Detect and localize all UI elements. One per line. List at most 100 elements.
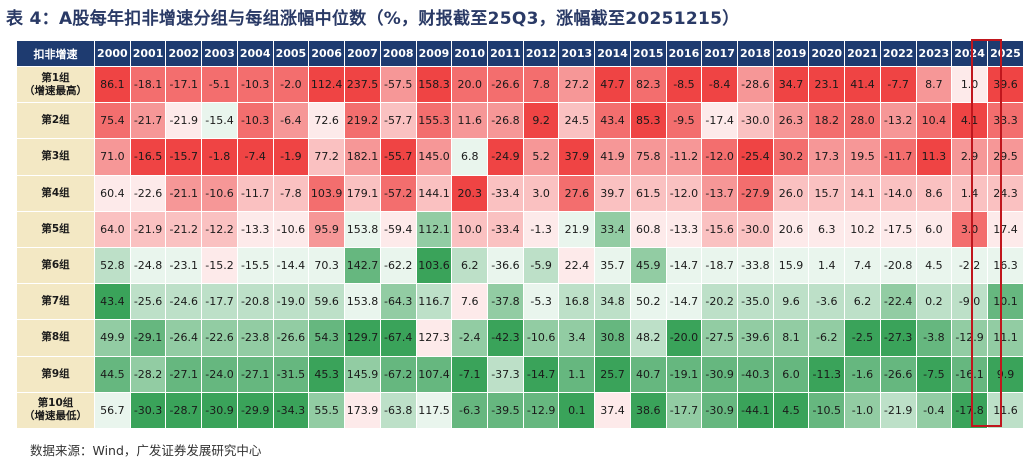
value-cell: -2.4 [451,319,489,357]
value-cell: -7.1 [451,355,489,393]
value-cell: 0.2 [915,283,953,321]
value-cell: -40.3 [737,355,774,393]
value-cell: -30.0 [737,102,774,140]
value-cell: -16.1 [951,355,988,393]
table-row: 第9组 44.5 -28.2 -27.1 -24.0 -27.1 -31.5 45.3 145.… [15,355,1024,393]
value-cell: -7.7 [879,65,917,104]
year-header-2005: 2005 [272,40,310,67]
table-row: 第6组 52.8 -24.8 -23.1 -15.2 -15.5 -14.4 70.3 142.… [15,246,1024,285]
group-label-line: 第1组 [41,71,70,84]
value-cell: -0.4 [915,391,953,429]
value-cell: 28.0 [844,102,881,140]
value-cell: -20.8 [236,283,274,321]
value-cell: 116.7 [415,283,453,321]
value-cell: 41.4 [844,65,881,104]
value-cell: 27.2 [558,65,596,104]
group-label: 第9组 [15,355,96,393]
value-cell: -57.2 [379,174,417,212]
value-cell: -12.0 [665,174,703,212]
value-cell: 86.1 [94,65,131,104]
value-cell: 3.4 [558,319,596,357]
value-cell: -17.7 [201,283,238,321]
value-cell: 6.2 [451,246,489,285]
year-header-2006: 2006 [308,40,346,67]
value-cell: -20.8 [879,246,917,285]
value-cell: 37.9 [558,138,596,176]
year-header-2018: 2018 [737,40,774,67]
value-cell: -1.6 [844,355,881,393]
value-cell: -17.8 [951,391,988,429]
value-cell: -14.7 [665,283,703,321]
value-cell: -1.0 [844,391,881,429]
value-cell: -67.2 [379,355,417,393]
value-cell: -13.2 [879,102,917,140]
value-cell: -16.5 [129,138,167,176]
group-label-line: 第5组 [41,222,70,235]
value-cell: -14.7 [522,355,560,393]
value-cell: -14.0 [879,174,917,212]
group-label-line: 第10组 [37,397,74,410]
value-cell: -5.9 [522,246,560,285]
value-cell: -5.1 [201,65,238,104]
value-cell: 15.9 [772,246,810,285]
heatmap-table: 扣非增速 2000 2001 2002 2003 2004 2005 2006 2007 2008… [15,40,1024,429]
value-cell: -17.5 [879,210,917,248]
group-label-line: 第3组 [41,150,70,163]
value-cell: -27.9 [737,174,774,212]
table-row: 第5组 64.0 -21.9 -21.2 -12.2 -13.3 -10.6 95.9 153.… [15,210,1024,248]
value-cell: 4.5 [915,246,953,285]
group-label: 第2组 [15,102,96,140]
value-cell: 117.5 [415,391,453,429]
value-cell: -23.8 [236,319,274,357]
table-row: 第1组 （增速最高） 86.1 -18.1 -17.1 -5.1 -10.3 -2.0 112.… [15,65,1024,104]
value-cell: -5.3 [522,283,560,321]
group-label: 第6组 [15,246,96,285]
value-cell: 103.9 [308,174,346,212]
value-cell: 6.0 [915,210,953,248]
value-cell: -36.6 [487,246,524,285]
value-cell: -28.6 [737,65,774,104]
value-cell: 75.4 [94,102,131,140]
value-cell: -26.8 [487,102,524,140]
value-cell: 22.4 [558,246,596,285]
value-cell: -21.9 [129,210,167,248]
value-cell: 45.9 [629,246,667,285]
group-label: 第1组 （增速最高） [15,65,96,104]
value-cell: 3.0 [522,174,560,212]
value-cell: -17.1 [165,65,203,104]
value-cell: -55.7 [379,138,417,176]
value-cell: 85.3 [629,102,667,140]
year-header-2021: 2021 [844,40,881,67]
value-cell: -6.2 [808,319,846,357]
value-cell: 7.6 [451,283,489,321]
value-cell: -20.0 [665,319,703,357]
value-cell: -3.8 [915,319,953,357]
value-cell: -18.1 [129,65,167,104]
value-cell: -26.4 [165,319,203,357]
value-cell: 237.5 [344,65,381,104]
value-cell: -21.1 [165,174,203,212]
value-cell: 144.1 [415,174,453,212]
value-cell: 60.4 [94,174,131,212]
value-cell: -22.6 [129,174,167,212]
value-cell: 24.3 [986,174,1024,212]
value-cell: -27.3 [879,319,917,357]
year-header-2003: 2003 [201,40,238,67]
value-cell: 50.2 [629,283,667,321]
value-cell: -1.9 [272,138,310,176]
value-cell: 18.2 [808,102,846,140]
value-cell: 9.9 [986,355,1024,393]
value-cell: -17.7 [665,391,703,429]
value-cell: 30.8 [594,319,631,357]
value-cell: -11.7 [879,138,917,176]
value-cell: 49.9 [94,319,131,357]
value-cell: 16.8 [558,283,596,321]
value-cell: -21.7 [129,102,167,140]
value-cell: -24.6 [165,283,203,321]
value-cell: -30.3 [129,391,167,429]
value-cell: -7.8 [272,174,310,212]
table-title: 表 4：A股每年扣非增速分组与每组涨幅中位数（%，财报截至25Q3，涨幅截至20… [6,9,740,29]
year-header-2017: 2017 [701,40,738,67]
value-cell: -33.4 [487,210,524,248]
value-cell: -7.5 [915,355,953,393]
